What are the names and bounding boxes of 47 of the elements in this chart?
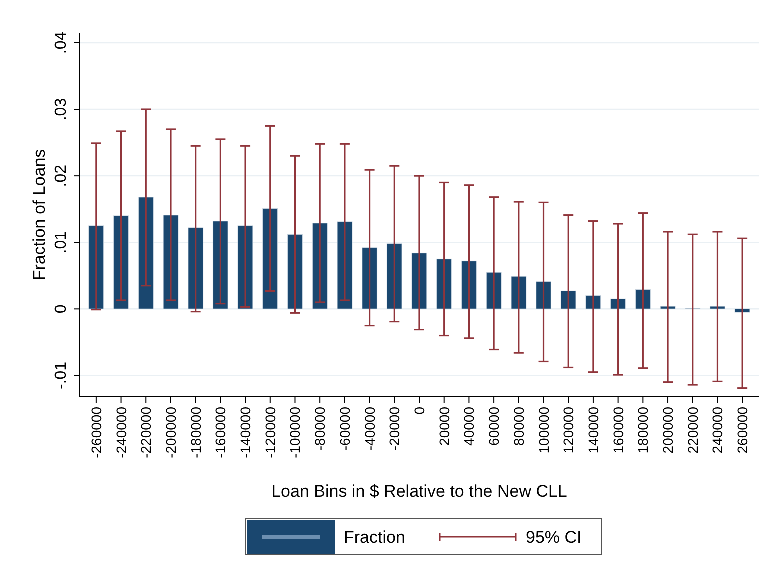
x-tick-label: 100000	[536, 406, 552, 454]
y-axis-title: Fraction of Loans	[30, 149, 49, 281]
bar	[138, 197, 154, 310]
x-tick-label: 180000	[635, 406, 652, 454]
x-tick-label: 80000	[510, 406, 527, 446]
x-tick-label: -140000	[238, 406, 254, 458]
x-tick-label: -200000	[162, 406, 179, 458]
x-tick-label: -80000	[312, 406, 328, 451]
bar	[362, 248, 378, 310]
bar	[610, 298, 626, 310]
x-axis-title: Loan Bins in $ Relative to the New CLL	[272, 482, 568, 501]
x-tick-label: 220000	[684, 406, 701, 454]
x-tick-label: 140000	[585, 406, 602, 454]
x-tick-label: 0	[412, 406, 428, 415]
x-tick-label: -60000	[336, 406, 353, 451]
text: Fraction	[344, 528, 406, 547]
x-tick-label: -180000	[188, 406, 204, 458]
x-tick-label: -240000	[113, 406, 130, 458]
text: 95% CI	[526, 528, 582, 547]
y-tick-label: .01	[53, 231, 70, 254]
y-tick-label: .02	[53, 164, 70, 188]
x-tick-label: -220000	[138, 406, 154, 458]
x-tick-label: 60000	[486, 406, 502, 446]
x-tick-label: 20000	[436, 406, 452, 446]
x-tick-label: 240000	[710, 406, 726, 454]
x-tick-label: -120000	[262, 406, 278, 458]
bar	[536, 282, 552, 310]
x-tick-label: 160000	[610, 406, 626, 454]
x-tick-label: -20000	[386, 406, 403, 451]
bar	[710, 306, 726, 310]
x-tick-label: -260000	[88, 406, 104, 458]
x-tick-label: 200000	[660, 406, 676, 454]
x-tick-label: 260000	[734, 406, 751, 454]
x-tick-label: 40000	[461, 406, 478, 446]
x-tick-label: 120000	[560, 406, 577, 454]
bar	[287, 234, 303, 310]
y-tick-label: .04	[53, 32, 70, 54]
bar	[461, 260, 477, 310]
x-tick-label: -100000	[287, 406, 304, 458]
bar	[486, 272, 502, 310]
x-tick-label: -160000	[212, 406, 229, 458]
bar	[337, 222, 353, 310]
y-tick-label: 0	[53, 304, 70, 314]
y-tick-label: -.01	[53, 362, 70, 390]
bar	[262, 208, 278, 310]
x-tick-label: -40000	[362, 406, 378, 451]
y-tick-label: .03	[53, 98, 70, 121]
